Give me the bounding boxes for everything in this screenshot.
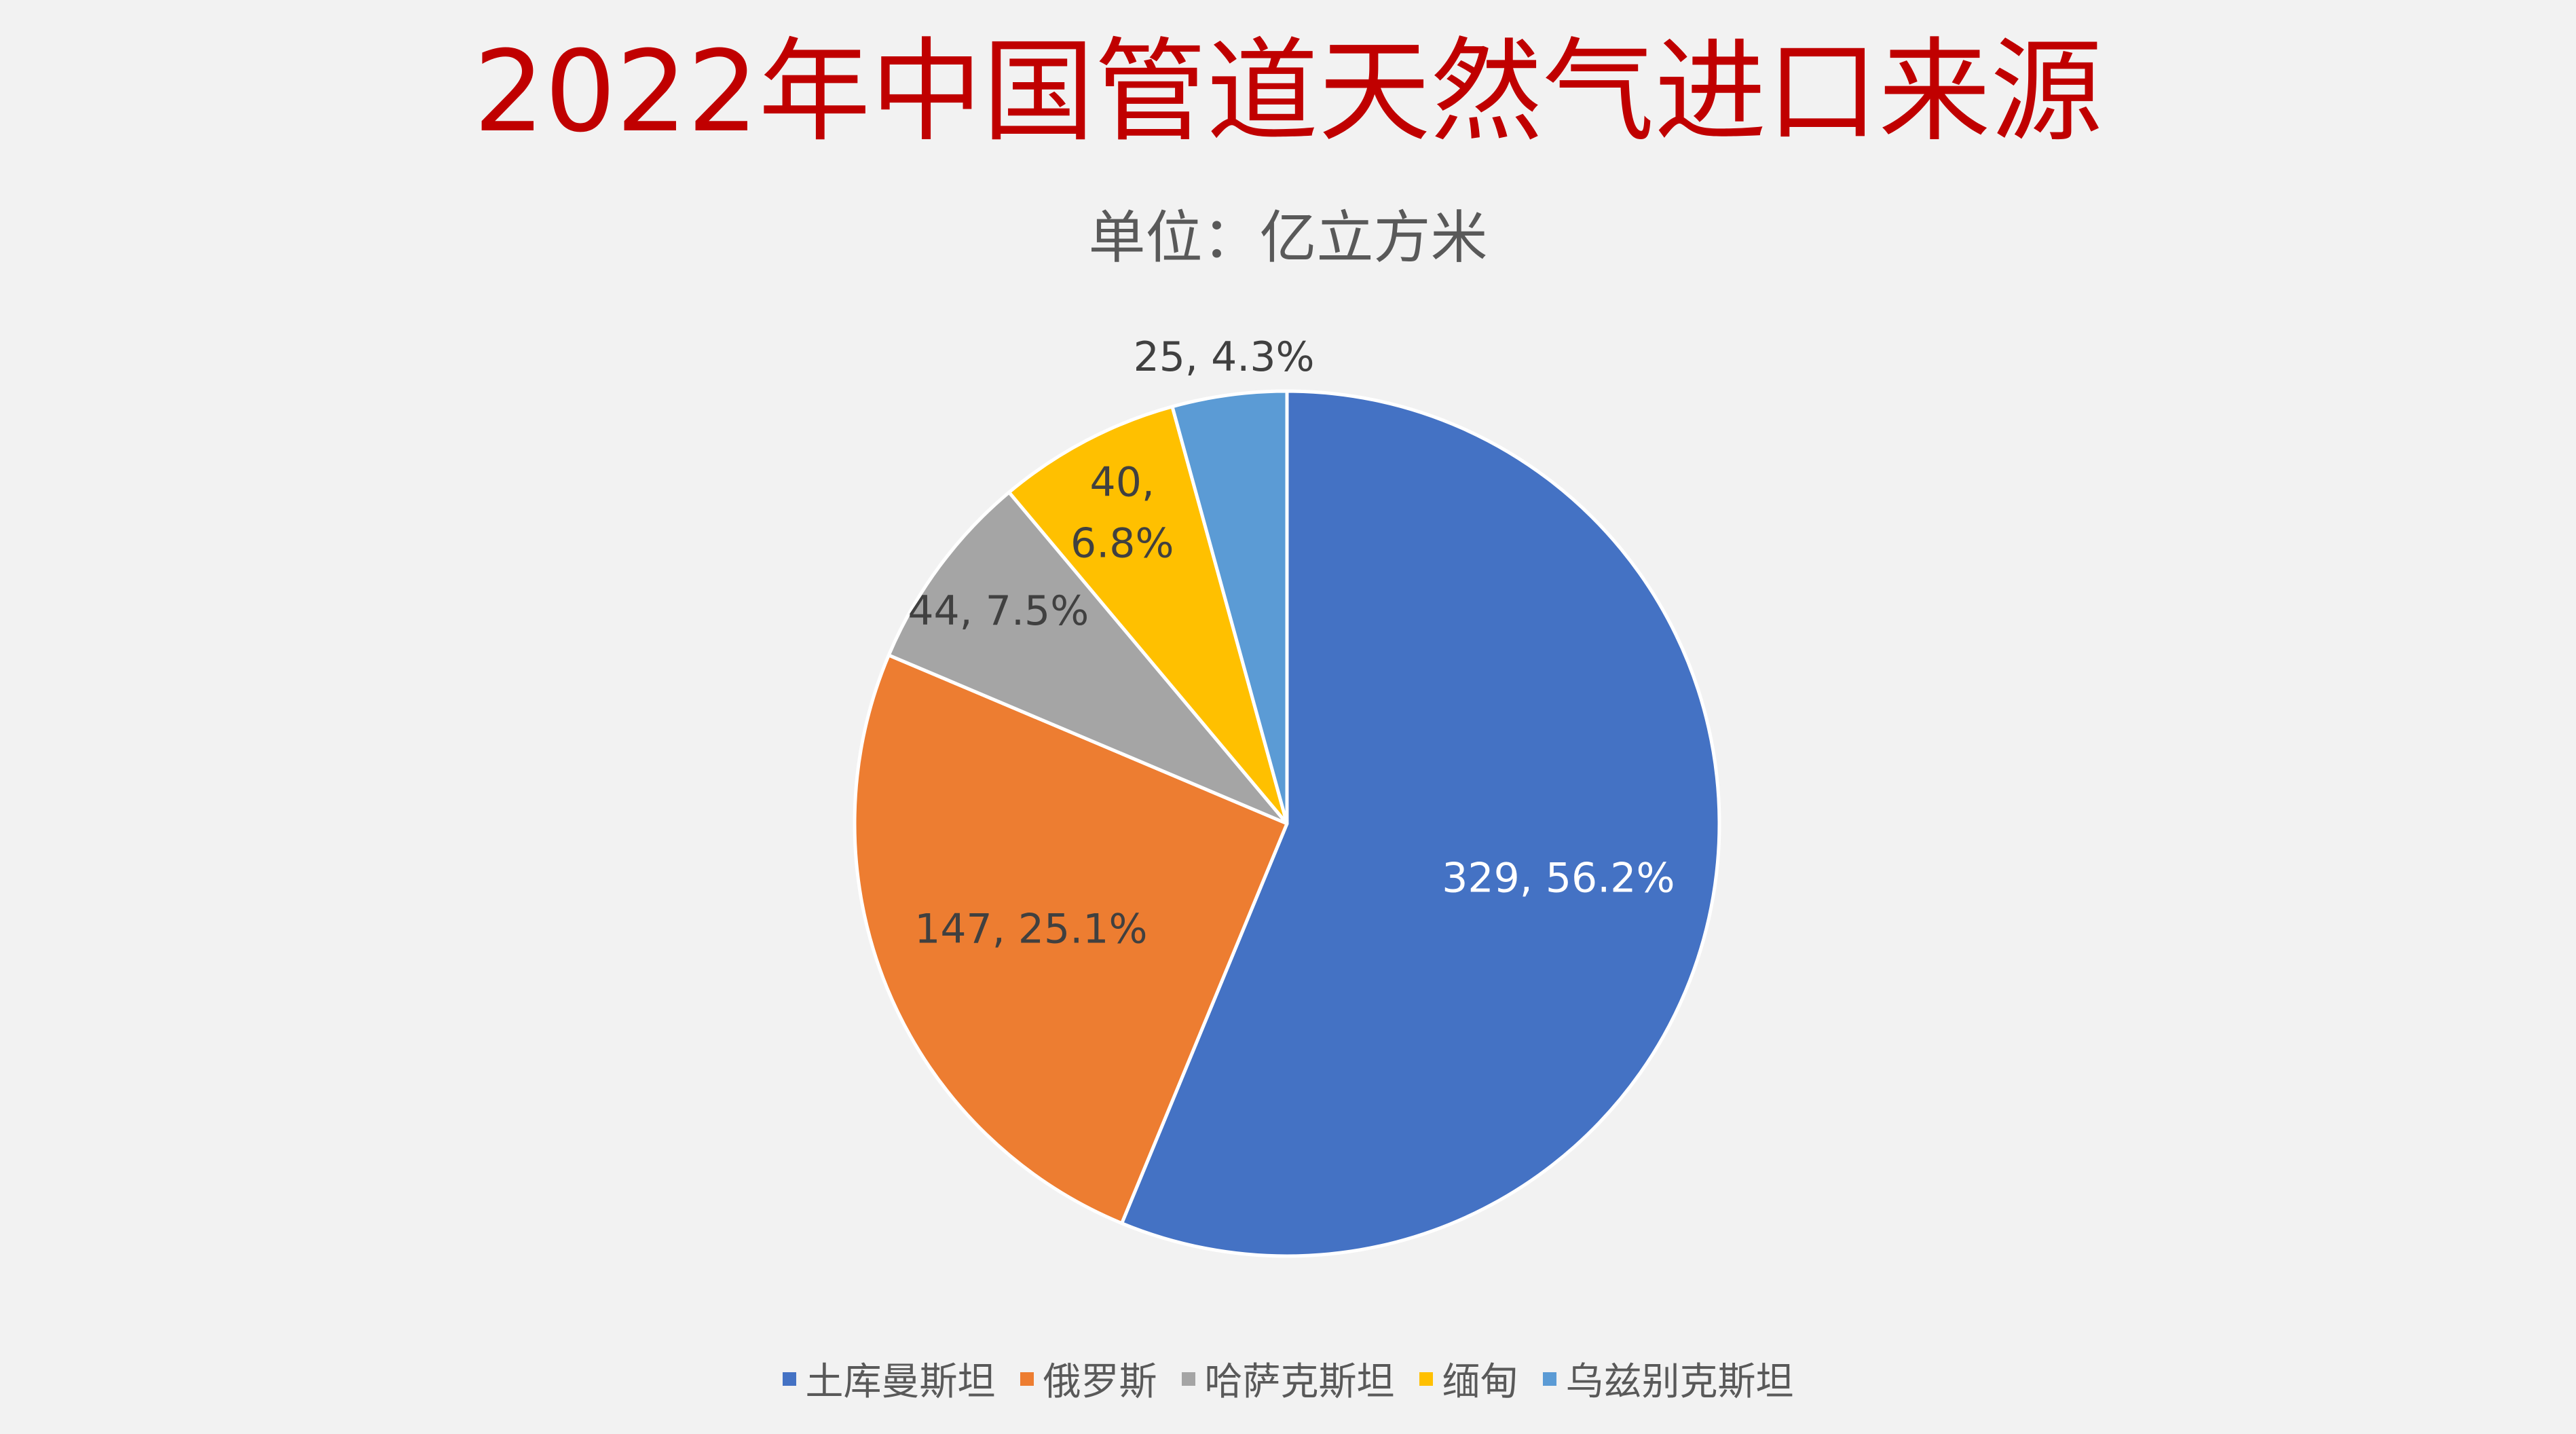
legend-swatch-4	[1419, 1372, 1433, 1386]
legend-swatch-3	[1181, 1372, 1195, 1386]
legend-label-3: 哈萨克斯坦	[1204, 1360, 1395, 1404]
chart-subtitle: 单位：亿立方米	[1088, 204, 1488, 271]
pie-data-labels: 329, 56.2% 147, 25.1% 44, 7.5% 40, 6.8% 25, 4…	[908, 333, 1675, 953]
data-label-1: 329, 56.2%	[1442, 854, 1675, 902]
legend-label-1: 土库曼斯坦	[805, 1360, 996, 1404]
data-label-5: 25, 4.3%	[1134, 333, 1315, 381]
legend-swatch-1	[782, 1372, 796, 1386]
legend-item-4: 缅甸	[1419, 1351, 1518, 1406]
pie-slices	[853, 389, 1721, 1258]
pie-slice-3	[886, 490, 1289, 826]
legend-swatch-5	[1542, 1372, 1556, 1386]
legend-item-5: 乌兹别克斯坦	[1542, 1351, 1794, 1406]
legend-swatch-2	[1020, 1372, 1034, 1386]
data-label-2: 147, 25.1%	[914, 906, 1147, 953]
chart-title: 2022年中国管道天然气进口来源	[473, 26, 2103, 157]
legend-label-4: 缅甸	[1442, 1360, 1518, 1404]
legend-label-5: 乌兹别克斯坦	[1565, 1360, 1794, 1404]
data-label-4: 40, 6.8%	[1070, 458, 1174, 567]
data-label-3: 44, 7.5%	[908, 587, 1089, 635]
legend-item-1: 土库曼斯坦	[782, 1351, 996, 1406]
pie-slice-4	[1007, 405, 1289, 826]
legend-label-2: 俄罗斯	[1043, 1360, 1157, 1404]
pie-slice-5	[1170, 389, 1289, 826]
legend-item-2: 俄罗斯	[1020, 1351, 1157, 1406]
legend-item-3: 哈萨克斯坦	[1181, 1351, 1395, 1406]
pie-slice-1	[1120, 389, 1721, 1258]
pie-slice-2	[853, 653, 1289, 1226]
legend: 土库曼斯坦 俄罗斯 哈萨克斯坦 缅甸 乌兹别克斯坦	[0, 1351, 2576, 1406]
